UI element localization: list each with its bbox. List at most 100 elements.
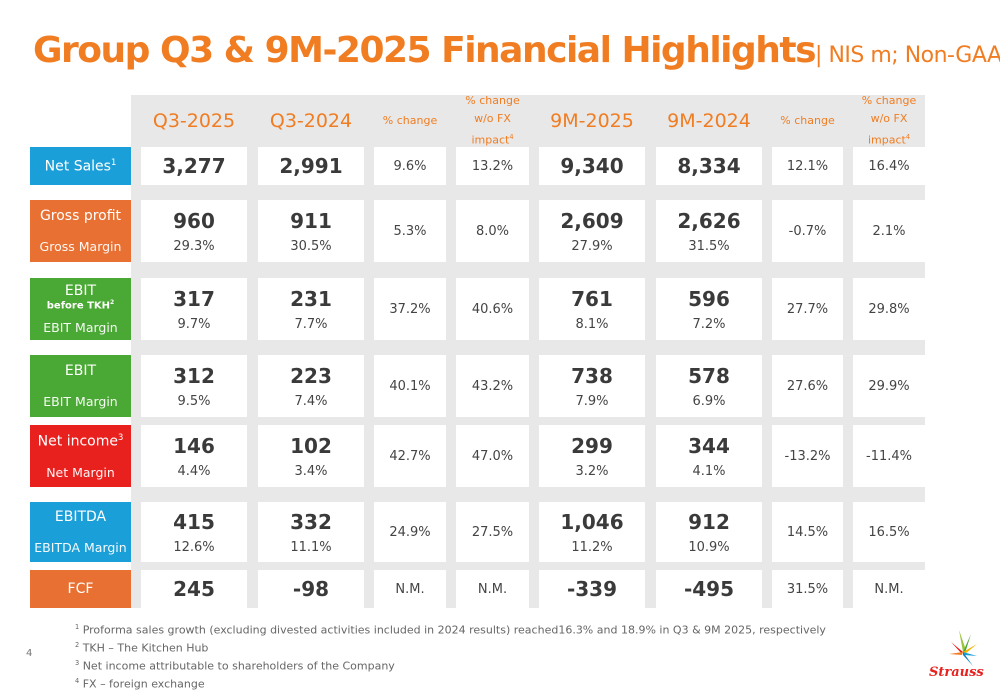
cell-value: 37.2%: [389, 301, 431, 317]
cell-value: -13.2%: [784, 448, 831, 464]
cell-value: 317: [173, 286, 215, 311]
table-cell: 2,991: [258, 147, 364, 185]
table-cell: 8,334: [656, 147, 762, 185]
table-cell: 29.9%: [853, 355, 925, 417]
cell-value: 13.2%: [471, 158, 514, 174]
cell-value: 29.9%: [868, 378, 910, 394]
cell-value: 596: [688, 286, 730, 311]
cell-value: 344: [688, 433, 730, 458]
header-text: 9M-2024: [667, 110, 751, 132]
table-cell: 31.5%: [772, 570, 843, 608]
table-cell: -98: [258, 570, 364, 608]
header-text: % change: [382, 114, 438, 127]
table-cell: -13.2%: [772, 425, 843, 487]
label-text: Gross profit: [39, 207, 122, 224]
cell-margin: 7.2%: [692, 316, 726, 332]
cell-value: -98: [292, 577, 330, 601]
cell-value: 332: [290, 509, 332, 534]
header-text: 9M-2025: [550, 110, 634, 132]
table-cell: 146 4.4%: [141, 425, 247, 487]
cell-value: 8,334: [677, 154, 741, 178]
cell-margin: 4.1%: [692, 463, 726, 479]
cell-value: 231: [290, 286, 332, 311]
cell-margin: 10.9%: [688, 539, 730, 555]
footnote-text: TKH – The Kitchen Hub: [82, 641, 209, 655]
sublabel: Gross Margin: [39, 239, 122, 255]
column-header: 9M-2024: [656, 95, 762, 147]
table-cell: -339: [539, 570, 645, 608]
table-cell: 317 9.7%: [141, 278, 247, 340]
table-cell: 5.3%: [374, 200, 446, 262]
footnote-text: Net income attributable to shareholders …: [82, 659, 395, 673]
table-cell: 245: [141, 570, 247, 608]
cell-value: 16.5%: [868, 524, 910, 540]
table-cell: 3,277: [141, 147, 247, 185]
cell-value: 16.4%: [868, 158, 910, 174]
table-cell: 27.7%: [772, 278, 843, 340]
table-cell: 332 11.1%: [258, 502, 364, 562]
cell-value: 9.6%: [393, 158, 427, 174]
table-cell: 9,340: [539, 147, 645, 185]
label-text: EBIT: [64, 282, 97, 299]
cell-margin: 29.3%: [173, 238, 215, 254]
cell-value: N.M.: [477, 581, 508, 597]
cell-value: N.M.: [874, 581, 904, 597]
cell-margin: 12.6%: [173, 539, 215, 555]
table-cell: 12.1%: [772, 147, 843, 185]
cell-margin: 7.9%: [575, 393, 609, 409]
cell-value: 47.0%: [471, 448, 514, 464]
table-cell: 40.1%: [374, 355, 446, 417]
table-cell: 2,626 31.5%: [656, 200, 762, 262]
header-text: Q3-2024: [269, 110, 353, 132]
cell-value: 415: [173, 509, 215, 534]
cell-margin: 8.1%: [575, 316, 609, 332]
cell-value: 24.9%: [389, 524, 431, 540]
label2-sup: 2: [110, 298, 115, 306]
row-label: EBITDA EBITDA Margin: [30, 502, 131, 562]
table-cell: 912 10.9%: [656, 502, 762, 562]
table-cell: 102 3.4%: [258, 425, 364, 487]
table-cell: 8.0%: [456, 200, 529, 262]
cell-value: 31.5%: [786, 581, 829, 597]
column-header: % change: [374, 95, 446, 147]
row-label: EBIT before TKH2 EBIT Margin: [30, 278, 131, 340]
table-cell: 2,609 27.9%: [539, 200, 645, 262]
table-cell: 223 7.4%: [258, 355, 364, 417]
table-cell: -495: [656, 570, 762, 608]
cell-margin: 11.2%: [571, 539, 613, 555]
label-text: FCF: [67, 581, 94, 597]
cell-value: 27.6%: [786, 378, 829, 394]
table-cell: 2.1%: [853, 200, 925, 262]
table-cell: 42.7%: [374, 425, 446, 487]
cell-value: 146: [173, 433, 215, 458]
table-cell: 43.2%: [456, 355, 529, 417]
cell-value: 2,609: [560, 208, 624, 233]
cell-value: 2,626: [677, 208, 741, 233]
table-cell: 40.6%: [456, 278, 529, 340]
footnotes: 1 Proforma sales growth (excluding dives…: [75, 620, 826, 693]
cell-value: 27.5%: [471, 524, 514, 540]
table-cell: 596 7.2%: [656, 278, 762, 340]
cell-margin: 3.4%: [294, 463, 328, 479]
footnote: 3 Net income attributable to shareholder…: [75, 656, 826, 674]
cell-value: 43.2%: [471, 378, 514, 394]
table-cell: 27.6%: [772, 355, 843, 417]
cell-margin: 9.5%: [177, 393, 211, 409]
cell-value: 1,046: [560, 509, 624, 534]
cell-value: 911: [290, 208, 332, 233]
cell-value: 42.7%: [389, 448, 431, 464]
cell-value: 312: [173, 363, 215, 388]
table-cell: 9.6%: [374, 147, 446, 185]
table-cell: 911 30.5%: [258, 200, 364, 262]
footnote: 1 Proforma sales growth (excluding dives…: [75, 620, 826, 638]
label-text: EBIT: [64, 362, 97, 379]
title-sub: | NIS m; Non-GAAP: [815, 43, 1000, 68]
header-text: % change: [780, 114, 835, 127]
cell-margin: 9.7%: [177, 316, 211, 332]
cell-margin: 7.4%: [294, 393, 328, 409]
footnote: 4 FX – foreign exchange: [75, 674, 826, 692]
table-cell: 29.8%: [853, 278, 925, 340]
table-cell: -11.4%: [853, 425, 925, 487]
cell-value: 27.7%: [786, 301, 829, 317]
table-cell: 299 3.2%: [539, 425, 645, 487]
